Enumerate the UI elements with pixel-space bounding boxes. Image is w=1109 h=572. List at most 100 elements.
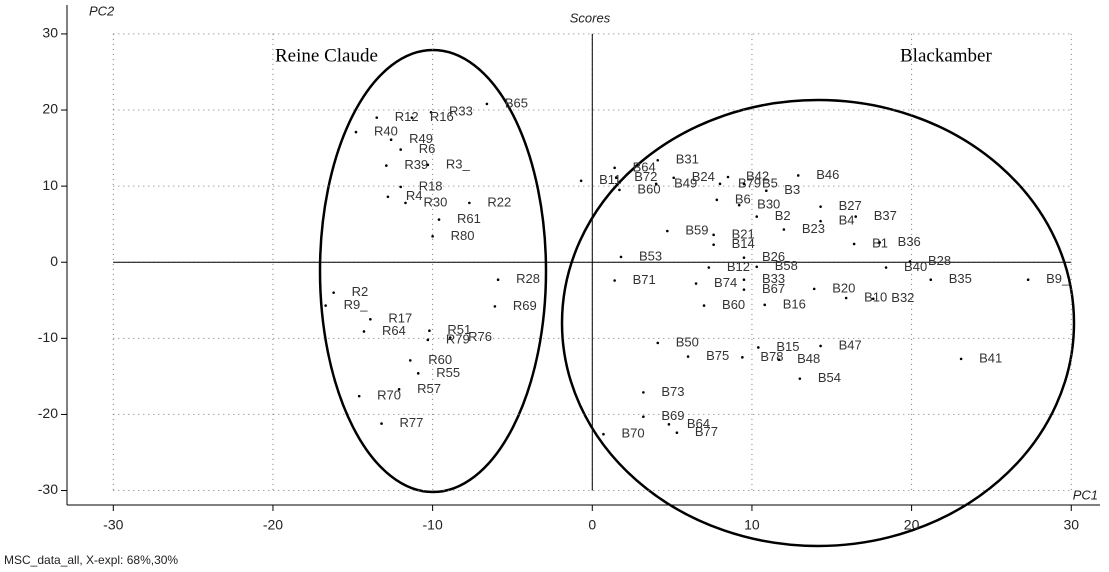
point: [613, 279, 616, 282]
point: [755, 215, 759, 218]
point: [389, 138, 393, 142]
point-label: B5: [762, 175, 778, 190]
point: [819, 219, 822, 223]
point-label: R3_: [446, 156, 471, 171]
point: [777, 358, 781, 361]
point-label: B42: [746, 168, 769, 183]
y-tick-label: 20: [42, 101, 58, 117]
point: [428, 329, 431, 333]
point-label: B32: [891, 290, 914, 305]
point: [618, 188, 621, 192]
point-label: B36: [898, 234, 921, 249]
point: [929, 278, 933, 282]
point-label: B35: [949, 271, 972, 286]
point-label: R2: [352, 284, 369, 299]
group-ellipse: [318, 48, 548, 494]
point: [404, 201, 407, 205]
x-tick-label: 30: [1063, 517, 1079, 533]
point-label: B69: [661, 408, 684, 423]
point: [386, 195, 390, 199]
point-label: R69: [513, 298, 537, 313]
point-label: R79: [446, 331, 470, 346]
point: [718, 182, 722, 186]
point: [437, 218, 441, 221]
point-label: B53: [639, 248, 662, 263]
point-label: B3: [784, 182, 800, 197]
point: [324, 304, 327, 307]
y-tick-label: 10: [42, 177, 58, 193]
point: [375, 116, 379, 119]
point: [712, 233, 715, 237]
point: [702, 304, 706, 307]
point-label: B37: [874, 208, 897, 223]
point-label: B26: [762, 249, 785, 264]
x-axis-label: PC1: [1073, 487, 1098, 502]
point-label: B60: [722, 297, 745, 312]
point: [656, 341, 660, 345]
point: [742, 182, 746, 186]
point-label: R18: [419, 178, 443, 193]
point-label: R55: [436, 365, 460, 380]
point: [715, 198, 719, 202]
point-label: R33: [449, 104, 473, 119]
point-label: R80: [451, 228, 475, 243]
point: [782, 228, 786, 231]
point-label: B64: [633, 159, 656, 174]
point-label: B64: [687, 416, 710, 431]
point: [686, 355, 690, 358]
point-label: B75: [706, 348, 729, 363]
y-tick-label: 0: [50, 253, 58, 269]
point: [908, 260, 912, 263]
chart-title: Scores: [570, 10, 611, 25]
point: [878, 241, 881, 244]
point: [726, 175, 730, 179]
point: [397, 388, 401, 391]
point-label: R57: [417, 381, 441, 396]
point-label: B73: [661, 384, 684, 399]
point: [654, 182, 658, 186]
point-label: B46: [816, 167, 839, 182]
point-label: B59: [685, 222, 708, 237]
point: [959, 357, 963, 361]
group-label: Reine Claude: [275, 45, 378, 66]
point: [619, 255, 623, 259]
point-label: B40: [904, 259, 927, 274]
point-label: R17: [388, 311, 412, 326]
point: [357, 394, 361, 398]
y-tick-label: -10: [38, 329, 58, 345]
x-tick-label: -30: [103, 517, 123, 533]
point-label: R76: [468, 329, 492, 344]
point: [642, 391, 645, 394]
point-label: B23: [802, 221, 825, 236]
point: [675, 431, 679, 435]
point: [468, 201, 471, 205]
point-label: B21: [732, 226, 755, 241]
point: [742, 288, 746, 291]
point-label: B49: [674, 175, 697, 190]
point: [667, 423, 671, 426]
point-label: B33: [762, 271, 785, 286]
point-label: B65: [505, 95, 528, 110]
point-label: B67: [762, 281, 785, 296]
point: [496, 278, 500, 282]
point-label: R39: [404, 157, 428, 172]
point: [656, 158, 660, 162]
point-label: B24: [692, 169, 715, 184]
point-label: R40: [374, 124, 398, 139]
point-label: R30: [423, 194, 447, 209]
point: [369, 318, 372, 321]
point: [431, 235, 434, 238]
point-label: R22: [487, 194, 511, 209]
point-label: B14: [732, 236, 755, 251]
y-tick-label: -20: [38, 405, 58, 421]
point: [493, 305, 497, 308]
point: [741, 356, 744, 359]
point: [712, 243, 715, 247]
point-label: R28: [516, 271, 540, 286]
point-label: B78: [760, 349, 783, 364]
point: [448, 336, 452, 339]
point: [765, 189, 768, 192]
point-label: B72: [634, 169, 657, 184]
x-tick-label: 10: [744, 517, 760, 533]
point-label: R51: [447, 322, 471, 337]
